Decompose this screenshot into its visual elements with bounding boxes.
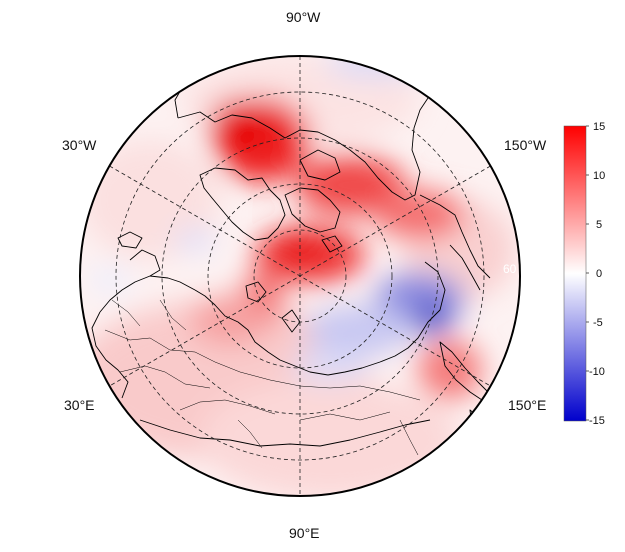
lon-label-30w: 30°W [62,137,97,153]
colorbar-tick-label: 5 [596,219,602,231]
graticule [109,56,491,496]
lon-label-90w: 90°W [286,9,321,25]
colorbar-ticks [586,125,589,421]
map-border [79,55,521,497]
colorbar-tick-label: 10 [593,170,605,182]
colorbar: 15 10 5 0 -5 -10 -15 [563,121,605,427]
lon-label-150e: 150°E [508,397,546,413]
colorbar-tick-label: -5 [593,317,603,329]
latitude-circle [115,91,485,461]
latitude-circle [207,183,393,369]
colorbar-tick-label: -10 [589,366,605,378]
colorbar-ramp [563,125,587,422]
colorbar-tick-label: 15 [593,121,605,133]
meridian-line [109,165,491,387]
country-borders [104,299,421,456]
lon-label-90e: 90°E [289,525,320,541]
inner-latitude-label: 60 [503,262,517,276]
lon-label-150w: 150°W [504,137,547,153]
colorbar-tick-label: 0 [596,268,602,280]
polar-map: 60 [80,56,520,496]
latitude-circle [161,137,439,415]
lon-label-30e: 30°E [64,397,95,413]
colorbar-tick-label: -15 [589,415,605,427]
